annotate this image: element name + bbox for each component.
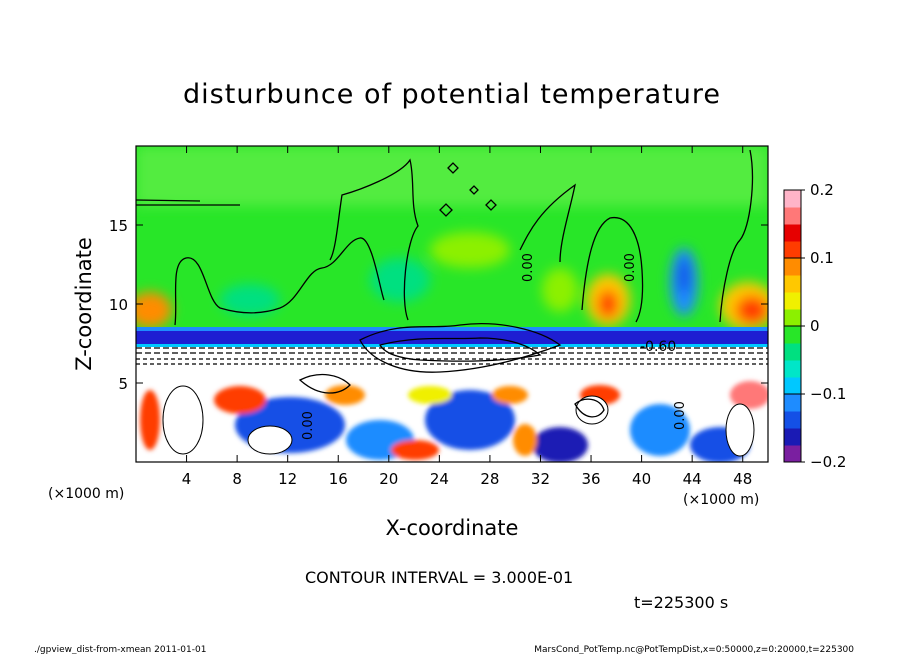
x-tick-label: 40 [632,470,651,488]
colorbar-swatch [784,411,801,429]
contour-lines [136,149,768,418]
contour-label: 0.00 [623,253,638,282]
stable-layer [136,347,768,377]
colorbar-swatch [784,309,801,327]
x-unit-label: (×1000 m) [48,486,124,502]
x-tick-label: 44 [683,470,702,488]
colorbar [784,190,801,463]
x-axis-label: X-coordinate [386,516,519,540]
y-tick-label: 10 [109,296,128,314]
colorbar-tick-label: −0.1 [810,385,846,403]
y-tick-label: 5 [118,375,128,393]
colorbar-swatch [784,241,801,259]
blue-band [136,330,768,344]
colorbar-swatch [784,224,801,242]
footer-left: ./gpview_dist-from-xmean 2011-01-01 [34,645,206,654]
contour-label-group: 0.00 0.00 0.00 0.00 -0.60 [301,253,688,440]
colorbar-tick-label: 0 [810,317,820,335]
contour-interval: CONTOUR INTERVAL = 3.000E-01 [305,568,573,587]
colorbar-swatch [784,207,801,225]
colorbar-swatch [784,394,801,412]
contour-label: 0.00 [521,253,536,282]
x-tick-label: 12 [278,470,297,488]
x-tick-label: 20 [379,470,398,488]
colorbar-swatch [784,292,801,310]
colorbar-ticks: 0.2 0.1 0 −0.1 −0.2 [784,181,846,471]
lower-field [136,377,768,462]
colorbar-swatch [784,343,801,361]
colorbar-tick-label: 0.1 [810,249,834,267]
x-tick-label: 16 [329,470,348,488]
x-tick-label: 48 [733,470,752,488]
contour-label: 0.00 [673,401,688,430]
colorbar-swatch [784,258,801,276]
colorbar-swatch [784,190,801,208]
x-tick-label: 4 [182,470,192,488]
x-tick-label: 8 [232,470,242,488]
plot-area: 0.00 0.00 0.00 0.00 -0.60 [136,146,768,462]
colorbar-swatch [784,428,801,446]
colorbar-swatch [784,275,801,293]
colorbar-swatch [784,445,801,463]
colorbar-swatch [784,326,801,344]
y-axis-label: Z-coordinate [72,237,96,371]
contour-label: 0.00 [301,411,316,440]
colorbar-tick-label: −0.2 [810,453,846,471]
colorbar-swatch [784,360,801,378]
y-tick-label: 15 [109,217,128,235]
time-label: t=225300 s [634,593,728,612]
contour-label: -0.60 [640,339,676,355]
y-axis: 5 10 15 [109,217,768,393]
x-axis: 4 8 12 16 20 24 28 32 36 40 44 48 [182,146,752,488]
footer-right: MarsCond_PotTemp.nc@PotTempDist,x=0:5000… [534,645,854,654]
x-tick-label: 36 [581,470,600,488]
chart-title: disturbunce of potential temperature [183,79,721,110]
colorbar-swatch [784,377,801,395]
x-tick-label: 28 [480,470,499,488]
upper-field [136,146,768,330]
y-unit-label: (×1000 m) [683,492,759,508]
x-tick-label: 24 [430,470,449,488]
x-tick-label: 32 [531,470,550,488]
colorbar-tick-label: 0.2 [810,181,834,199]
